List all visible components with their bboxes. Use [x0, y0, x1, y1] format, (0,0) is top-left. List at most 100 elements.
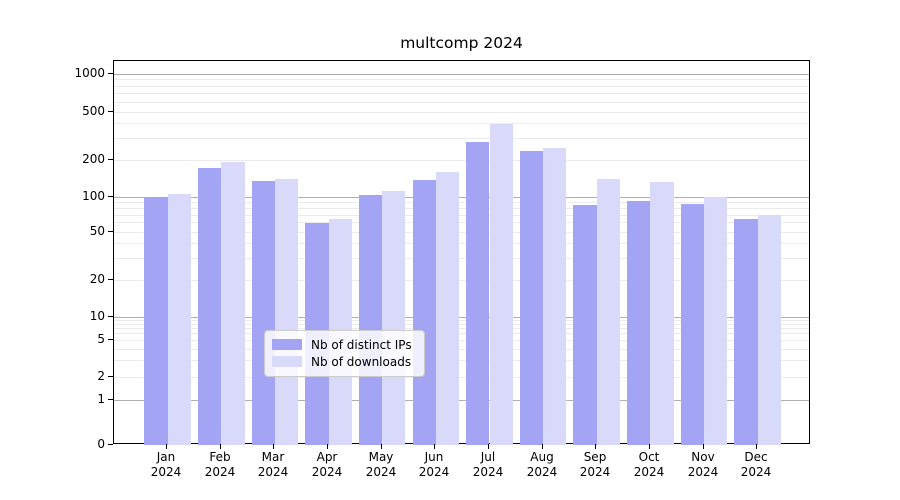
- y-tick-mark: [108, 399, 113, 400]
- legend-label-downloads: Nb of downloads: [311, 354, 412, 369]
- legend-label-distinct-ips: Nb of distinct IPs: [311, 337, 412, 352]
- y-tick-mark: [108, 231, 113, 232]
- month-label: Mar: [261, 450, 285, 464]
- year-label: 2024: [418, 465, 450, 479]
- minor-gridline: [114, 349, 809, 350]
- bar-downloads-dec: [757, 215, 781, 445]
- bar-distinct-ips-sep: [573, 204, 597, 445]
- minor-gridline: [114, 243, 809, 244]
- minor-gridline: [114, 79, 809, 80]
- x-tick-mark: [649, 444, 650, 449]
- bar-distinct-ips-jun: [412, 179, 436, 445]
- y-tick-label-200: 200: [82, 152, 105, 166]
- month-label: Jan: [156, 450, 176, 464]
- x-tick-label-sep: Sep 2024: [565, 450, 625, 480]
- year-label: 2024: [365, 465, 397, 479]
- x-tick-label-jan: Jan 2024: [136, 450, 196, 480]
- bar-distinct-ips-may: [358, 195, 383, 445]
- x-tick-label-nov: Nov 2024: [673, 450, 733, 480]
- x-tick-mark: [542, 444, 543, 449]
- minor-gridline: [114, 280, 809, 281]
- minor-gridline: [114, 215, 809, 216]
- minor-gridline: [114, 328, 809, 329]
- minor-gridline: [114, 86, 809, 87]
- year-label: 2024: [633, 465, 665, 479]
- bar-downloads-feb: [221, 161, 245, 445]
- month-label: Oct: [638, 450, 660, 464]
- bar-distinct-ips-jul: [466, 142, 490, 445]
- minor-gridline: [114, 324, 809, 325]
- y-tick-mark: [108, 111, 113, 112]
- x-tick-label-jul: Jul 2024: [458, 450, 518, 480]
- month-label: Jul: [480, 450, 496, 464]
- x-tick-mark: [595, 444, 596, 449]
- y-tick-mark: [108, 159, 113, 160]
- y-tick-label-500: 500: [82, 104, 105, 118]
- y-tick-label-100: 100: [82, 189, 105, 203]
- x-tick-mark: [327, 444, 328, 449]
- minor-gridline: [114, 320, 809, 321]
- minor-gridline: [114, 208, 809, 209]
- x-tick-label-apr: Apr 2024: [297, 450, 357, 480]
- bar-downloads-jun: [435, 171, 460, 445]
- major-gridline: [114, 74, 809, 75]
- x-tick-label-jun: Jun 2024: [404, 450, 464, 480]
- minor-gridline: [114, 340, 809, 341]
- year-label: 2024: [687, 465, 719, 479]
- y-tick-label-5: 5: [97, 332, 105, 346]
- minor-gridline: [114, 138, 809, 139]
- bar-distinct-ips-oct: [627, 201, 651, 445]
- bar-distinct-ips-mar: [251, 181, 275, 445]
- plot-area: [113, 60, 810, 445]
- bar-downloads-jan: [167, 193, 191, 445]
- minor-gridline: [114, 202, 809, 203]
- year-label: 2024: [311, 465, 343, 479]
- bar-downloads-may: [382, 191, 406, 445]
- legend: Nb of distinct IPs Nb of downloads: [264, 330, 425, 377]
- x-tick-label-aug: Aug 2024: [512, 450, 572, 480]
- x-tick-mark: [434, 444, 435, 449]
- month-label: Feb: [209, 450, 231, 464]
- minor-gridline: [114, 222, 809, 223]
- bar-distinct-ips-aug: [519, 151, 544, 445]
- bar-downloads-sep: [596, 179, 620, 445]
- legend-swatch-downloads: [272, 356, 302, 367]
- minor-gridline: [114, 360, 809, 361]
- year-label: 2024: [204, 465, 236, 479]
- minor-gridline: [114, 123, 809, 124]
- year-label: 2024: [579, 465, 611, 479]
- y-tick-label-50: 50: [89, 224, 105, 238]
- x-tick-mark: [703, 444, 704, 449]
- x-tick-mark: [273, 444, 274, 449]
- month-label: Apr: [316, 450, 338, 464]
- y-tick-mark: [108, 316, 113, 317]
- x-tick-label-feb: Feb 2024: [190, 450, 250, 480]
- x-tick-label-dec: Dec 2024: [726, 450, 786, 480]
- bar-downloads-oct: [650, 182, 674, 445]
- bar-distinct-ips-nov: [680, 203, 704, 445]
- y-tick-label-2: 2: [97, 369, 105, 383]
- y-tick-label-1: 1: [97, 392, 105, 406]
- x-tick-mark: [381, 444, 382, 449]
- y-tick-mark: [108, 339, 113, 340]
- y-tick-label-0: 0: [97, 437, 105, 451]
- x-tick-label-oct: Oct 2024: [619, 450, 679, 480]
- major-gridline: [114, 400, 809, 401]
- year-label: 2024: [526, 465, 558, 479]
- x-tick-mark: [166, 444, 167, 449]
- month-label: Aug: [530, 450, 554, 464]
- year-label: 2024: [740, 465, 772, 479]
- minor-gridline: [114, 377, 809, 378]
- x-tick-label-may: May 2024: [351, 450, 411, 480]
- major-gridline: [114, 197, 809, 198]
- bar-downloads-nov: [704, 197, 728, 445]
- y-tick-mark: [108, 444, 113, 445]
- chart-title: multcomp 2024: [400, 34, 523, 52]
- y-tick-label-10: 10: [89, 309, 105, 323]
- month-label: Dec: [744, 450, 768, 464]
- legend-row: Nb of downloads: [272, 353, 412, 370]
- y-tick-label-20: 20: [89, 272, 105, 286]
- x-tick-label-mar: Mar 2024: [243, 450, 303, 480]
- minor-gridline: [114, 93, 809, 94]
